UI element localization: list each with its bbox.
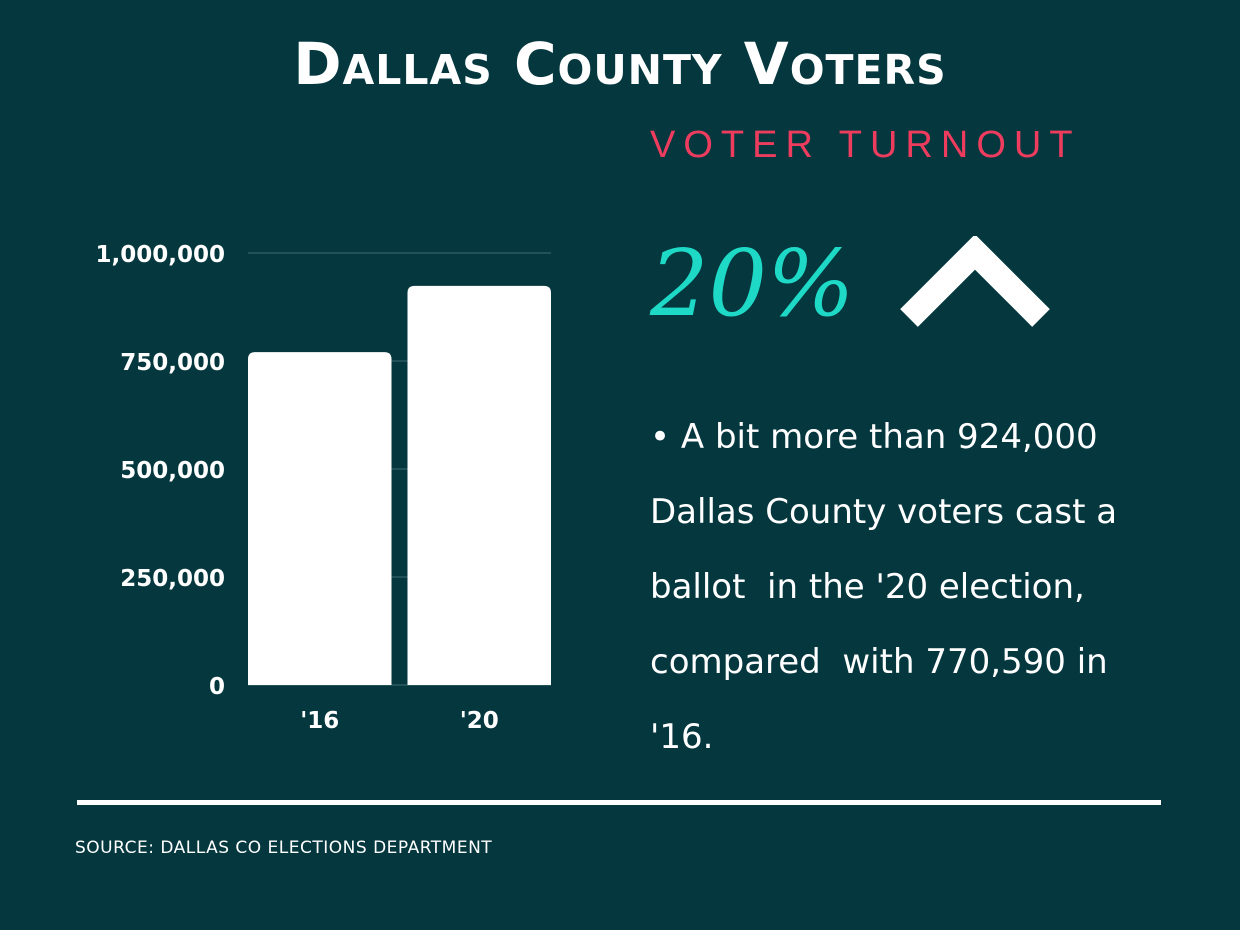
x-tick-label: '16: [300, 708, 339, 734]
y-tick-label: 250,000: [120, 566, 225, 592]
description: • A bit more than 924,000 Dallas County …: [650, 400, 1170, 775]
subtitle: VOTER TURNOUT: [650, 124, 1081, 166]
x-tick-label: '20: [460, 708, 499, 734]
divider: [77, 800, 1161, 805]
bar: [248, 352, 392, 685]
turnout-change-value: 20%: [650, 230, 855, 337]
bar: [407, 285, 551, 685]
page-title: Dallas County Voters: [293, 30, 947, 98]
y-tick-label: 750,000: [120, 350, 225, 376]
bar-chart: 0 250,000 500,000 750,000 1,000,000 '16 '20: [96, 242, 551, 734]
chevron-up-icon: [900, 236, 1050, 327]
y-tick-label: 0: [209, 674, 225, 700]
y-tick-label: 500,000: [120, 458, 225, 484]
y-tick-label: 1,000,000: [96, 242, 226, 268]
description-text: A bit more than 924,000 Dallas County vo…: [650, 417, 1128, 757]
bullet: •: [650, 417, 671, 457]
source-note: SOURCE: DALLAS CO ELECTIONS DEPARTMENT: [75, 838, 493, 858]
